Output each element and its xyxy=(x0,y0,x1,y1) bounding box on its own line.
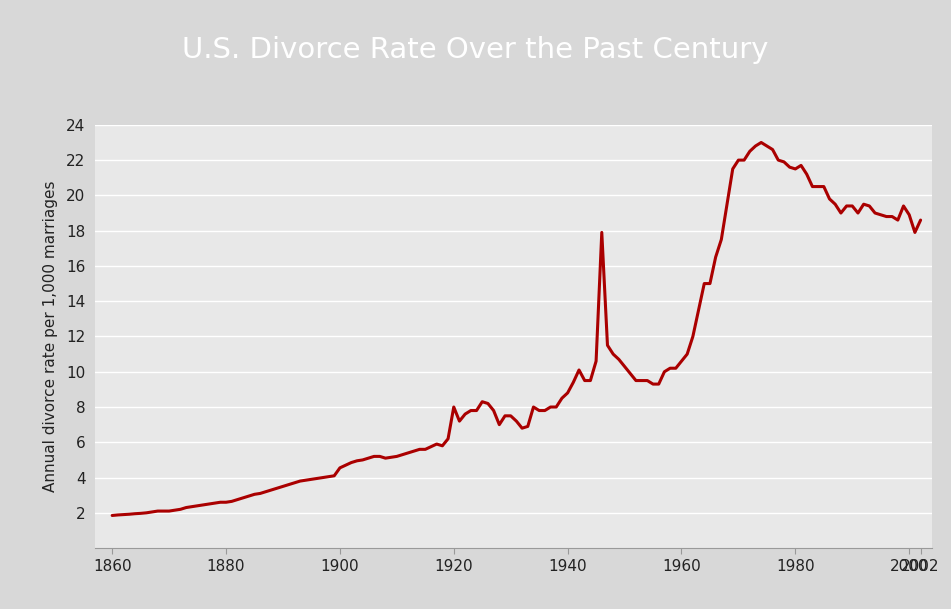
Text: U.S. Divorce Rate Over the Past Century: U.S. Divorce Rate Over the Past Century xyxy=(183,37,768,64)
Y-axis label: Annual divorce rate per 1,000 marriages: Annual divorce rate per 1,000 marriages xyxy=(43,181,58,492)
